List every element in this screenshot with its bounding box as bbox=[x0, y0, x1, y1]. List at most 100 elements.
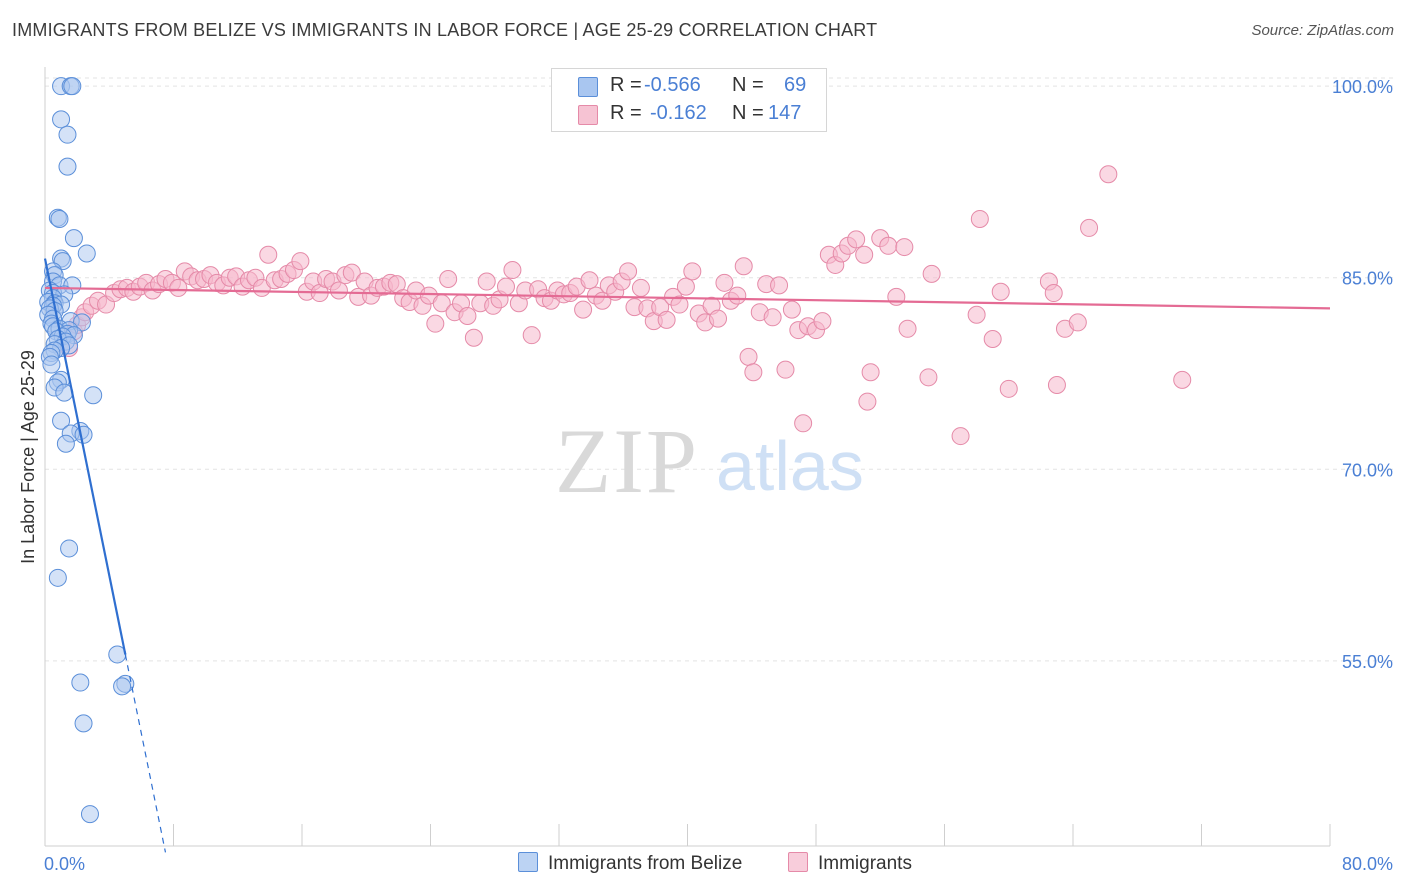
immigrants-point bbox=[858, 392, 877, 411]
legend-row-belize: R = -0.566 N = 69 bbox=[552, 72, 826, 100]
belize-point bbox=[52, 411, 71, 430]
belize-point bbox=[71, 673, 90, 692]
immigrants-point bbox=[670, 295, 689, 314]
immigrants-point bbox=[426, 314, 445, 333]
immigrants-point bbox=[522, 326, 541, 345]
belize-point bbox=[74, 714, 93, 733]
immigrants-point bbox=[1173, 370, 1192, 389]
belize-point bbox=[58, 157, 77, 176]
immigrants-point bbox=[813, 312, 832, 331]
immigrants-point bbox=[619, 262, 638, 281]
immigrants-point bbox=[739, 347, 758, 366]
immigrants-point bbox=[683, 262, 702, 281]
belize-point bbox=[50, 209, 69, 228]
x-tick-label: 0.0% bbox=[44, 854, 85, 874]
legend-swatch-immigrants bbox=[578, 105, 598, 125]
belize-trend-line bbox=[43, 258, 127, 655]
immigrants-point bbox=[770, 276, 789, 295]
immigrants-point bbox=[855, 245, 874, 264]
legend-row-immigrants: R = -0.162 N = 147 bbox=[552, 100, 826, 128]
immigrants-point bbox=[1099, 165, 1118, 184]
belize-points bbox=[39, 77, 135, 824]
immigrants-point bbox=[879, 236, 898, 255]
axes-layer bbox=[44, 67, 1331, 847]
bottom-legend-immigrants: Immigrants bbox=[788, 852, 912, 875]
immigrants-point bbox=[574, 300, 593, 319]
legend-n-label: N = bbox=[732, 102, 764, 124]
trend-lines bbox=[43, 258, 1331, 853]
belize-point bbox=[64, 229, 83, 248]
immigrants-point bbox=[496, 277, 515, 296]
belize-point bbox=[48, 568, 67, 587]
immigrants-point bbox=[794, 414, 813, 433]
belize-point bbox=[58, 125, 77, 144]
y-tick-label: 85.0% bbox=[1342, 269, 1393, 289]
belize-point bbox=[60, 539, 79, 558]
immigrants-point bbox=[503, 261, 522, 280]
grid-layer bbox=[45, 77, 1393, 662]
watermark: ZIP atlas bbox=[555, 410, 864, 512]
stats-legend: R = -0.566 N = 69 R = -0.162 N = 147 bbox=[551, 68, 827, 132]
immigrants-point bbox=[999, 379, 1018, 398]
immigrants-point bbox=[676, 277, 695, 296]
immigrants-point bbox=[631, 278, 650, 297]
legend-r-label: R = bbox=[610, 102, 642, 124]
immigrants-point bbox=[329, 281, 348, 300]
immigrants-point bbox=[657, 310, 676, 329]
immigrants-point bbox=[782, 300, 801, 319]
bottom-legend-swatch-immigrants bbox=[788, 852, 808, 872]
immigrants-point bbox=[1068, 313, 1087, 332]
immigrants-point bbox=[847, 230, 866, 249]
legend-r-label: R = bbox=[610, 74, 642, 96]
immigrants-point bbox=[1044, 284, 1063, 303]
immigrants-points bbox=[60, 165, 1192, 446]
immigrants-point bbox=[861, 363, 880, 382]
source-credit: Source: ZipAtlas.com bbox=[1251, 22, 1394, 39]
legend-n-value: 69 bbox=[784, 74, 807, 96]
legend-swatch-belize bbox=[578, 77, 598, 97]
bottom-legend-label-immigrants: Immigrants bbox=[818, 853, 912, 874]
immigrants-point bbox=[342, 263, 361, 282]
belize-point bbox=[63, 77, 82, 96]
immigrants-point bbox=[991, 282, 1010, 301]
immigrants-point bbox=[439, 269, 458, 288]
immigrants-point bbox=[763, 308, 782, 327]
chart-title: IMMIGRANTS FROM BELIZE VS IMMIGRANTS IN … bbox=[12, 20, 878, 40]
y-tick-label: 55.0% bbox=[1342, 652, 1393, 672]
immigrants-point bbox=[922, 264, 941, 283]
immigrants-point bbox=[887, 287, 906, 306]
immigrants-point bbox=[734, 257, 753, 276]
bottom-legend-swatch-belize bbox=[518, 852, 538, 872]
watermark-zip: ZIP bbox=[555, 410, 699, 512]
immigrants-point bbox=[715, 273, 734, 292]
immigrants-point bbox=[464, 328, 483, 347]
immigrants-point bbox=[895, 238, 914, 257]
legend-n-label: N = bbox=[732, 74, 764, 96]
immigrants-point bbox=[983, 330, 1002, 349]
belize-point bbox=[74, 425, 93, 444]
y-axis-label: In Labor Force | Age 25-29 bbox=[18, 350, 38, 564]
belize-point bbox=[84, 386, 103, 405]
immigrants-point bbox=[898, 319, 917, 338]
immigrants-point bbox=[919, 368, 938, 387]
belize-point bbox=[52, 110, 71, 129]
immigrants-point bbox=[169, 278, 188, 297]
legend-r-value: -0.162 bbox=[650, 102, 707, 124]
immigrants-point bbox=[970, 209, 989, 228]
immigrants-point bbox=[291, 252, 310, 271]
watermark-atlas: atlas bbox=[716, 427, 864, 505]
legend-n-value: 147 bbox=[768, 102, 802, 124]
bottom-legend-label-belize: Immigrants from Belize bbox=[548, 853, 743, 874]
belize-point bbox=[77, 244, 96, 263]
belize-trend-extension bbox=[124, 654, 167, 853]
belize-point bbox=[42, 355, 61, 374]
legend-r-value: -0.566 bbox=[644, 74, 701, 96]
immigrants-point bbox=[709, 309, 728, 328]
immigrants-point bbox=[744, 363, 763, 382]
belize-point bbox=[80, 805, 99, 824]
tick-labels: 55.0% 70.0% 85.0% 100.0% 0.0% 80.0% bbox=[44, 77, 1393, 874]
immigrants-point bbox=[477, 272, 496, 291]
immigrants-point bbox=[967, 305, 986, 324]
immigrants-point bbox=[776, 360, 795, 379]
